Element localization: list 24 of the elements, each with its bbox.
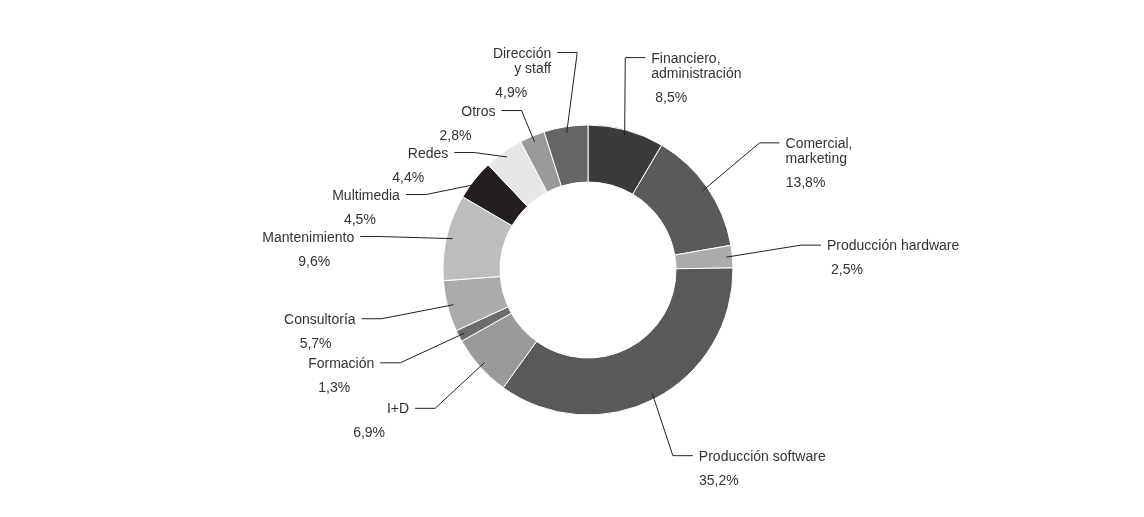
slice-label: I+D <box>386 400 410 417</box>
slice-label: Comercial, marketing <box>785 134 853 166</box>
data-label: 4,9% <box>495 83 528 100</box>
slice-label: Dirección y staff <box>492 44 552 76</box>
data-label: 6,9% <box>353 424 386 441</box>
data-label: 4,4% <box>392 168 425 185</box>
slice-label: Financiero, administración <box>651 49 742 81</box>
data-label: 2,8% <box>439 126 472 143</box>
data-label: 4,5% <box>343 210 376 227</box>
data-label: 8,5% <box>655 88 688 105</box>
data-label: 1,3% <box>318 378 351 395</box>
data-label: 2,5% <box>831 261 863 278</box>
data-label: 13,8% <box>785 173 826 190</box>
data-label: 5,7% <box>299 334 332 351</box>
data-label: 35,2% <box>699 471 739 488</box>
slice-label: Producción hardware <box>826 237 960 254</box>
slice-label: Formación <box>308 354 375 371</box>
slice-label: Producción software <box>698 447 826 464</box>
slice-label: Multimedia <box>332 186 401 203</box>
slice-label: Mantenimiento <box>262 228 355 245</box>
slice-label: Redes <box>407 144 449 161</box>
slice-label: Otros <box>461 102 496 119</box>
slice-label: Consultoría <box>284 310 356 327</box>
data-label: 9,6% <box>298 252 331 269</box>
